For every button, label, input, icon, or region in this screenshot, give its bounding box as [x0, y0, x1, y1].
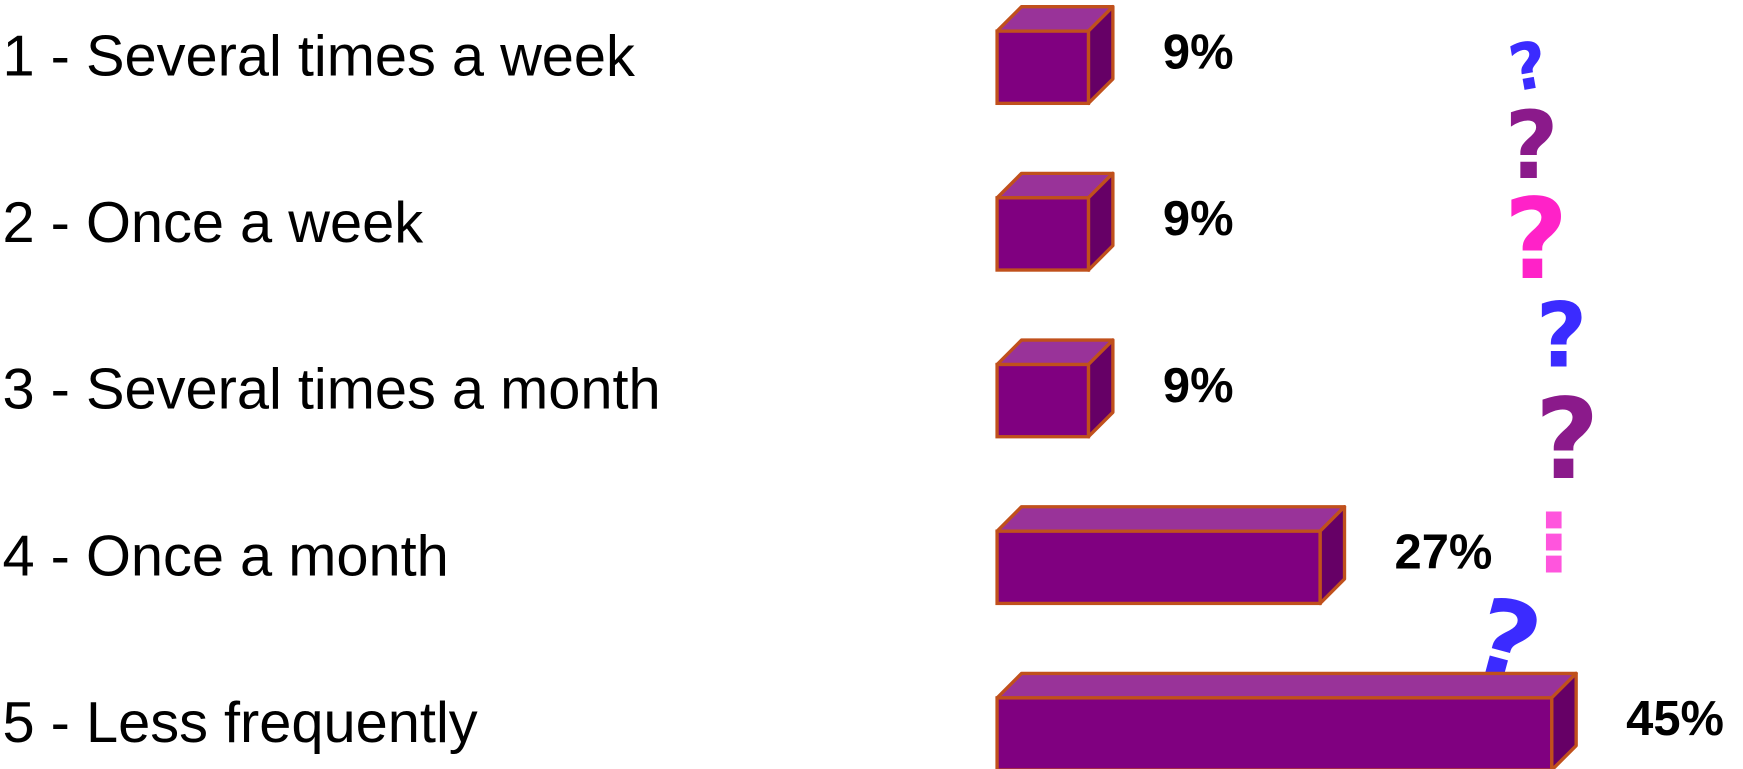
question-mark: ? — [1504, 176, 1568, 305]
value-label: 9% — [1163, 359, 1234, 413]
question-mark-decoration: ? ? ? ? ? ⁝ ? — [1461, 27, 1600, 710]
bar-front — [995, 196, 1091, 272]
bar — [995, 505, 1347, 606]
bar-top — [995, 671, 1578, 700]
bar-top — [995, 505, 1347, 533]
bar-front — [995, 696, 1554, 769]
question-mark: ? — [1535, 376, 1599, 505]
question-mark: ? — [1536, 284, 1588, 388]
value-label: 9% — [1163, 25, 1234, 79]
bar — [995, 5, 1115, 106]
value-label: 45% — [1626, 692, 1724, 746]
bar — [995, 171, 1115, 272]
category-label: 4 - Once a month — [2, 524, 448, 588]
value-label: 9% — [1163, 192, 1234, 246]
value-label: 27% — [1395, 526, 1493, 580]
category-label: 3 - Several times a month — [2, 358, 660, 422]
category-label: 5 - Less frequently — [2, 691, 477, 755]
bar — [995, 338, 1115, 439]
question-mark: ? — [1505, 92, 1559, 201]
bar — [995, 671, 1578, 769]
category-label: 2 - Once a week — [2, 191, 423, 255]
bar-front — [995, 529, 1322, 606]
question-mark: ⁝ — [1537, 489, 1571, 593]
category-label: 1 - Several times a week — [2, 24, 635, 88]
bar-front — [995, 362, 1091, 439]
bar-front — [995, 29, 1091, 106]
